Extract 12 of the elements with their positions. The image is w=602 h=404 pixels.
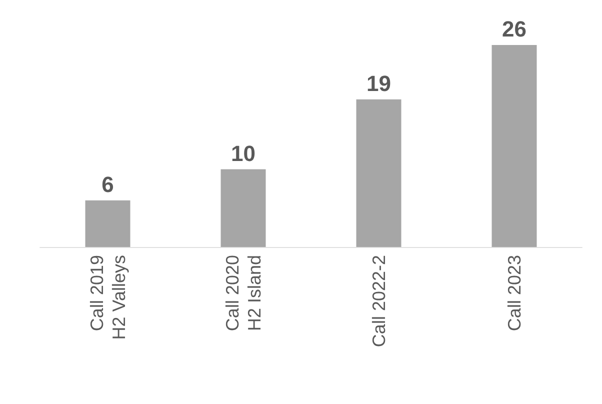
x-tick-label: Call 2019 H2 Valleys [86, 255, 129, 340]
bar [492, 45, 537, 247]
data-label: 19 [366, 70, 391, 96]
data-label: 6 [102, 172, 114, 197]
bar [220, 169, 266, 247]
x-tick-label: Call 2022-2 [368, 255, 389, 348]
x-tick-label: Call 2023 [504, 255, 524, 332]
x-tick-label: Call 2020 H2 Island [222, 255, 264, 332]
bar [85, 200, 130, 247]
data-label: 26 [502, 16, 526, 42]
data-label: 10 [231, 140, 256, 166]
bar [356, 99, 402, 247]
